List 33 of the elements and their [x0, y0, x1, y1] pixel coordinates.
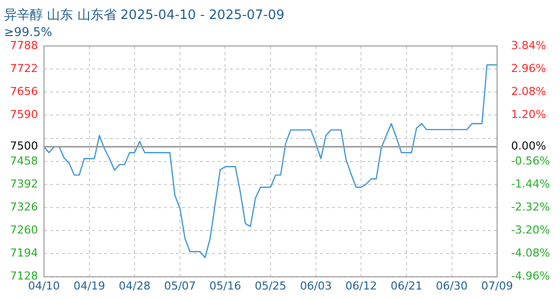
y-tick-label: 7788	[10, 38, 38, 52]
y-tick-label: 7326	[10, 200, 38, 214]
y-tick-label: 7458	[10, 154, 38, 168]
y-tick-label: 7194	[10, 246, 38, 260]
y2-tick-label: -1.44%	[511, 177, 550, 190]
y-tick-label: 7656	[10, 85, 38, 98]
y-tick-label: 7590	[10, 108, 38, 122]
x-tick-label: 04/19	[73, 279, 106, 292]
chart-title: 异辛醇 山东 山东省 2025-04-10 - 2025-07-09	[4, 8, 284, 24]
x-tick-label: 06/30	[436, 279, 468, 292]
y-tick-label: 7392	[10, 177, 38, 190]
chart-subtitle: ≥99.5%	[4, 24, 52, 39]
y2-tick-label: 1.20%	[511, 108, 546, 122]
y2-tick-label: -4.96%	[511, 270, 550, 283]
y2-tick-label: 2.96%	[511, 62, 546, 75]
y-tick-label: 7260	[10, 224, 38, 236]
x-tick-label: 05/16	[209, 279, 242, 292]
x-tick-label: 05/07	[164, 279, 196, 292]
x-tick-label: 07/09	[481, 279, 513, 292]
y2-tick-label: -3.20%	[511, 224, 550, 236]
x-tick-label: 05/25	[254, 279, 286, 292]
x-tick-label: 06/03	[300, 279, 332, 292]
y2-tick-label: -2.32%	[511, 200, 550, 214]
y2-tick-label: -4.08%	[511, 246, 550, 260]
y2-tick-label: 0.00%	[511, 140, 546, 153]
y2-tick-label: 3.84%	[511, 38, 546, 52]
x-tick-label: 06/12	[345, 279, 378, 292]
x-tick-label: 04/28	[118, 279, 150, 292]
y-tick-label: 7722	[10, 62, 38, 75]
y2-tick-label: -0.56%	[511, 154, 550, 168]
x-tick-label: 06/21	[390, 279, 422, 292]
y-tick-label: 7500	[10, 140, 38, 153]
y2-tick-label: 2.08%	[511, 85, 546, 98]
